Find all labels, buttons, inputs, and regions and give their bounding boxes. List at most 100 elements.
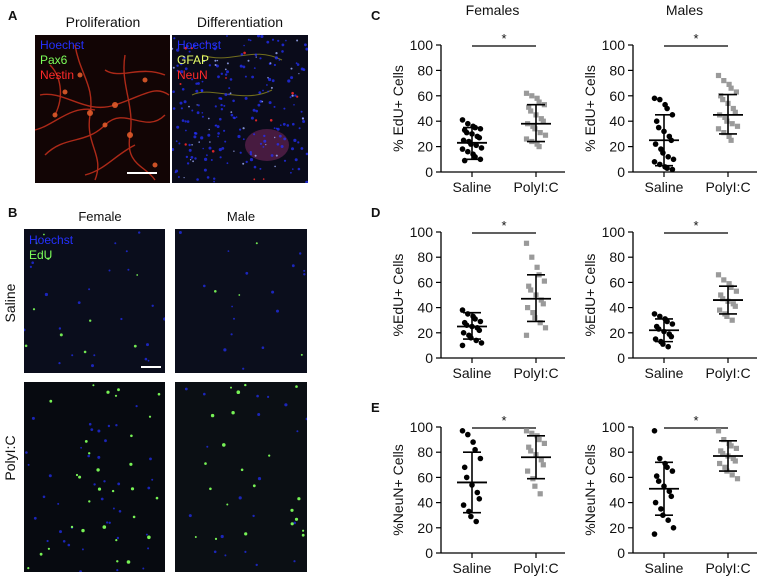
y-tick-label: 20 <box>609 325 625 341</box>
data-point-polyic <box>541 278 547 284</box>
x-tick-label: PolyI:C <box>513 179 558 195</box>
y-tick-label: 40 <box>417 300 433 316</box>
proliferation-image <box>35 35 170 183</box>
data-point-saline <box>463 129 470 136</box>
cell-nucleus <box>268 101 272 105</box>
data-point-polyic <box>715 126 722 132</box>
stain-hoechst-2: Hoechst <box>177 38 222 52</box>
cell-nucleus <box>181 119 185 122</box>
cell-nucleus <box>25 451 28 454</box>
x-tick-label: PolyI:C <box>705 560 750 576</box>
data-point-polyic <box>715 72 722 79</box>
cell-nucleus <box>257 413 261 416</box>
cell-nucleus <box>249 151 252 154</box>
y-tick-label: 80 <box>417 62 433 78</box>
cell-nucleus <box>97 429 101 433</box>
data-point-polyic <box>523 428 530 434</box>
cell-nucleus <box>29 265 32 268</box>
cell-nucleus <box>235 116 238 118</box>
cell-nucleus <box>293 521 296 525</box>
cell-nucleus <box>133 344 137 348</box>
data-point-polyic <box>525 468 531 474</box>
data-point-saline <box>669 321 676 327</box>
cell-nucleus <box>181 88 185 91</box>
cell-nucleus <box>269 62 272 64</box>
cell-nucleus <box>213 177 216 180</box>
data-point-saline <box>653 473 660 479</box>
cell-nucleus <box>230 386 232 389</box>
cell-nucleus <box>214 105 217 108</box>
y-tick-label: 20 <box>609 139 625 155</box>
cell-nucleus <box>219 156 222 159</box>
cell-nucleus <box>296 95 299 98</box>
cell-nucleus <box>184 46 187 50</box>
data-point-polyic <box>537 130 543 136</box>
cell-nucleus <box>136 274 139 276</box>
y-tick-label: 0 <box>617 350 625 366</box>
cell-nucleus <box>291 91 294 95</box>
cell-nucleus <box>231 411 235 415</box>
significance-star: * <box>693 413 698 428</box>
data-point-saline <box>477 455 484 462</box>
cell-nucleus <box>115 424 118 427</box>
cell-nucleus <box>284 403 288 407</box>
cell-nucleus <box>151 304 154 307</box>
data-point-polyic <box>729 472 735 478</box>
cell-nucleus <box>100 497 104 501</box>
data-point-polyic <box>529 254 535 260</box>
cell-nucleus <box>183 177 185 179</box>
cell-nucleus <box>27 463 30 466</box>
cell-nucleus <box>261 100 264 103</box>
cell-nucleus <box>294 158 298 162</box>
cell-nucleus <box>273 63 276 67</box>
cell-nucleus <box>138 231 141 234</box>
cell-nucleus <box>252 484 256 488</box>
data-point-polyic <box>534 264 540 270</box>
x-tick-label: Saline <box>453 560 492 576</box>
cell-nucleus <box>79 570 82 572</box>
cell-nucleus <box>78 475 82 479</box>
y-tick-label: 20 <box>417 325 433 341</box>
cell-nucleus <box>275 154 278 157</box>
cell-nucleus <box>258 91 262 94</box>
cell-nucleus <box>197 82 200 85</box>
x-tick-label: PolyI:C <box>705 365 750 381</box>
y-axis-label: %NeuN+ Cells <box>390 444 406 535</box>
cell-nucleus <box>266 84 268 86</box>
data-point-polyic <box>726 133 732 139</box>
cell-nucleus <box>71 354 74 357</box>
cell-nucleus <box>49 399 53 403</box>
cell-nucleus <box>303 269 306 272</box>
cell-nucleus <box>228 93 231 96</box>
data-point-polyic <box>734 476 741 482</box>
data-point-saline <box>468 513 474 520</box>
cell-nucleus <box>290 508 294 512</box>
cell-nucleus <box>176 125 180 129</box>
cell-nucleus <box>276 143 280 146</box>
data-point-saline <box>459 428 466 434</box>
cell-nucleus <box>254 53 258 57</box>
cell-nucleus <box>276 309 279 313</box>
cell-nucleus <box>221 147 225 150</box>
data-point-saline <box>465 431 471 438</box>
cell-nucleus <box>255 563 258 567</box>
data-point-polyic <box>728 443 734 449</box>
data-point-saline <box>668 333 675 340</box>
data-point-saline <box>460 502 467 508</box>
cell-nucleus <box>255 119 258 122</box>
differentiation-stain-legend: Hoechst GFAP NeuN <box>177 38 221 83</box>
cell-nucleus <box>206 176 210 179</box>
cell-nucleus <box>179 101 183 105</box>
y-tick-label: 40 <box>417 113 433 129</box>
data-point-polyic <box>530 310 536 316</box>
cell-nucleus <box>147 359 150 362</box>
data-point-polyic <box>538 297 544 303</box>
cell-nucleus <box>214 64 217 66</box>
cell-nucleus <box>184 387 188 391</box>
cell-nucleus <box>225 77 227 79</box>
cell-nucleus <box>47 547 50 550</box>
data-point-polyic <box>532 315 538 321</box>
cell-nucleus <box>213 180 215 183</box>
stain-hoechst-3: Hoechst <box>29 233 74 247</box>
cell-nucleus <box>238 496 242 500</box>
